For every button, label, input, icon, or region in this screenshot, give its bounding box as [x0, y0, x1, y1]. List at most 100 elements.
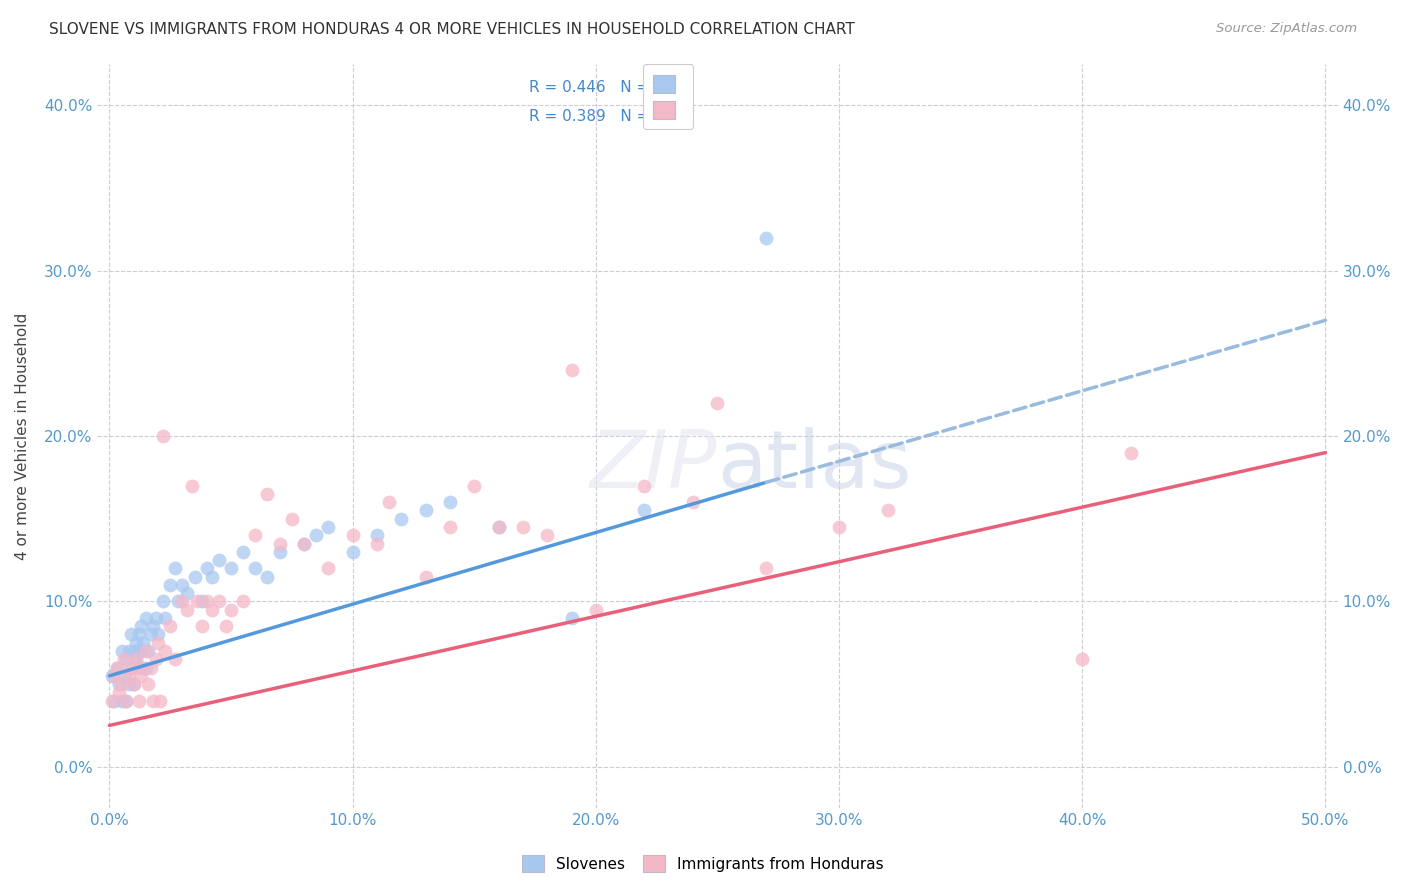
Point: [378, 495, 401, 509]
Point: [165, 652, 187, 666]
Point: [186, 594, 208, 608]
Y-axis label: 4 or more Vehicles in Household: 4 or more Vehicles in Household: [15, 312, 30, 559]
Point: [208, 594, 231, 608]
Point: [139, 627, 162, 641]
Point: [118, 677, 141, 691]
Point: [149, 693, 172, 707]
Point: [108, 685, 131, 699]
Point: [129, 619, 152, 633]
Point: [176, 602, 198, 616]
Point: [195, 594, 218, 608]
Point: [208, 553, 231, 567]
Point: [108, 677, 131, 691]
Point: [512, 520, 534, 534]
Point: [142, 619, 165, 633]
Point: [245, 528, 267, 542]
Point: [120, 627, 142, 641]
Point: [115, 693, 138, 707]
Point: [155, 611, 177, 625]
Point: [389, 512, 412, 526]
Point: [219, 602, 242, 616]
Point: [145, 652, 167, 666]
Text: Source: ZipAtlas.com: Source: ZipAtlas.com: [1216, 22, 1357, 36]
Point: [269, 536, 291, 550]
Point: [136, 677, 159, 691]
Point: [828, 520, 851, 534]
Point: [120, 660, 142, 674]
Point: [155, 644, 177, 658]
Point: [232, 545, 254, 559]
Point: [755, 561, 778, 575]
Point: [292, 536, 315, 550]
Point: [145, 611, 167, 625]
Point: [152, 594, 174, 608]
Point: [125, 636, 148, 650]
Point: [342, 528, 364, 542]
Point: [110, 644, 132, 658]
Point: [129, 644, 152, 658]
Point: [118, 644, 141, 658]
Text: ZIP: ZIP: [591, 427, 717, 505]
Text: R = 0.446   N = 58: R = 0.446 N = 58: [529, 80, 673, 95]
Point: [146, 636, 169, 650]
Point: [159, 578, 181, 592]
Point: [115, 693, 138, 707]
Point: [142, 693, 165, 707]
Point: [755, 230, 778, 244]
Point: [463, 478, 485, 492]
Point: [305, 528, 328, 542]
Point: [152, 429, 174, 443]
Point: [191, 594, 214, 608]
Point: [125, 652, 148, 666]
Point: [103, 669, 125, 683]
Point: [876, 503, 898, 517]
Point: [101, 669, 124, 683]
Point: [366, 528, 388, 542]
Point: [219, 561, 242, 575]
Text: R = 0.389   N = 61: R = 0.389 N = 61: [529, 109, 673, 124]
Point: [135, 644, 157, 658]
Point: [200, 602, 222, 616]
Point: [191, 619, 214, 633]
Point: [633, 503, 655, 517]
Point: [245, 561, 267, 575]
Point: [103, 693, 125, 707]
Point: [132, 660, 155, 674]
Point: [110, 693, 132, 707]
Point: [232, 594, 254, 608]
Point: [128, 660, 150, 674]
Point: [560, 363, 582, 377]
Text: atlas: atlas: [717, 427, 912, 505]
Point: [342, 545, 364, 559]
Point: [1071, 652, 1094, 666]
Point: [1119, 445, 1142, 459]
Point: [136, 644, 159, 658]
Point: [176, 586, 198, 600]
Point: [318, 561, 340, 575]
Point: [122, 677, 145, 691]
Point: [366, 536, 388, 550]
Point: [129, 669, 152, 683]
Point: [135, 611, 157, 625]
Legend: , : ,: [643, 64, 693, 129]
Point: [488, 520, 510, 534]
Point: [181, 478, 204, 492]
Point: [215, 619, 238, 633]
Point: [292, 536, 315, 550]
Point: [183, 569, 205, 583]
Point: [200, 569, 222, 583]
Point: [415, 503, 437, 517]
Point: [439, 495, 461, 509]
Point: [269, 545, 291, 559]
Point: [172, 578, 194, 592]
Point: [135, 660, 157, 674]
Point: [318, 520, 340, 534]
Point: [166, 594, 188, 608]
Point: [488, 520, 510, 534]
Point: [165, 561, 187, 575]
Point: [682, 495, 704, 509]
Point: [105, 660, 128, 674]
Point: [118, 669, 141, 683]
Text: SLOVENE VS IMMIGRANTS FROM HONDURAS 4 OR MORE VEHICLES IN HOUSEHOLD CORRELATION : SLOVENE VS IMMIGRANTS FROM HONDURAS 4 OR…: [49, 22, 855, 37]
Point: [536, 528, 558, 542]
